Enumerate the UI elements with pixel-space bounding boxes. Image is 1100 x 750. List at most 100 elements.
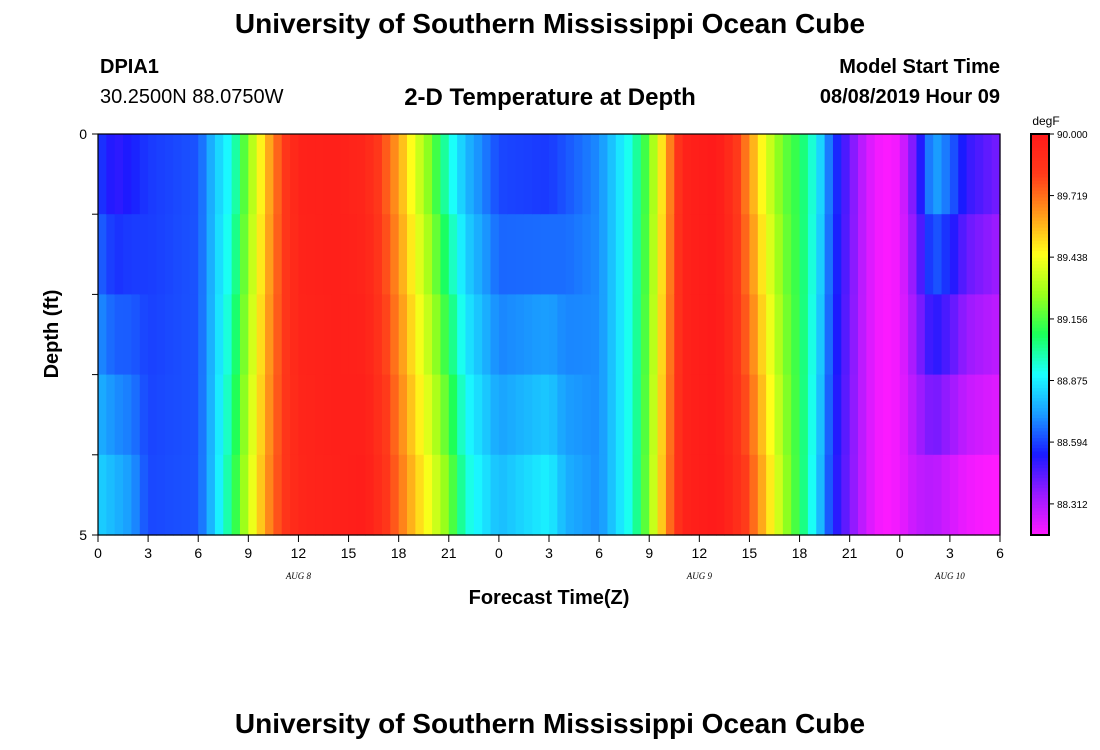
heatmap-cell	[256, 214, 266, 295]
heatmap-cell	[741, 374, 751, 456]
heatmap-cell	[824, 134, 834, 215]
heatmap-cell	[98, 374, 107, 456]
colorbar-segment	[1031, 524, 1049, 529]
heatmap-cell	[682, 374, 692, 456]
heatmap-cell	[131, 454, 141, 536]
heatmap-cell	[807, 134, 817, 215]
heatmap-cell	[858, 134, 867, 215]
colorbar-segment	[1031, 424, 1049, 429]
heatmap-cell	[891, 454, 901, 536]
heatmap-cell	[498, 374, 508, 456]
heatmap-cell	[131, 214, 141, 295]
heatmap-cell	[340, 214, 350, 295]
heatmap-cell	[924, 134, 934, 215]
heatmap-cell	[958, 134, 968, 215]
heatmap-cell	[574, 294, 584, 376]
colorbar-segment	[1031, 491, 1049, 496]
heatmap-cell	[306, 454, 316, 536]
colorbar-segment	[1031, 488, 1049, 493]
heatmap-cell	[398, 374, 408, 456]
heatmap-cell	[741, 454, 751, 536]
heatmap-cell	[482, 214, 492, 295]
heatmap-cell	[991, 214, 1001, 295]
heatmap-cell	[239, 294, 249, 376]
heatmap-cell	[741, 134, 751, 215]
heatmap-cell	[741, 214, 751, 295]
heatmap-cell	[832, 374, 842, 456]
heatmap-cell	[791, 454, 801, 536]
heatmap-cell	[966, 134, 976, 215]
heatmap-cell	[498, 134, 508, 215]
heatmap-cell	[841, 294, 851, 376]
heatmap-cell	[223, 294, 233, 376]
heatmap-cell	[707, 214, 717, 295]
colorbar-segment	[1031, 267, 1049, 272]
colorbar-segment	[1031, 170, 1049, 175]
heatmap-cell	[131, 294, 141, 376]
heatmap-cell	[557, 454, 567, 536]
heatmap-cell	[891, 134, 901, 215]
heatmap-cell	[766, 454, 776, 536]
colorbar-segment	[1031, 387, 1049, 392]
heatmap-cell	[582, 214, 592, 295]
colorbar-segment	[1031, 498, 1049, 503]
heatmap-cell	[933, 134, 943, 215]
heatmap-cell	[599, 374, 609, 456]
colorbar-segment	[1031, 147, 1049, 152]
heatmap-cell	[214, 294, 224, 376]
heatmap-cell	[632, 134, 642, 215]
x-tick-label: 21	[842, 545, 858, 561]
heatmap-cell	[858, 214, 867, 295]
heatmap-cell	[239, 214, 249, 295]
heatmap-cell	[348, 294, 358, 376]
heatmap-cell	[540, 374, 550, 456]
heatmap-cell	[323, 374, 333, 456]
heatmap-cell	[223, 374, 233, 456]
heatmap-cell	[799, 374, 809, 456]
x-tick-label: 9	[645, 545, 653, 561]
heatmap-cell	[908, 214, 918, 295]
heatmap-cell	[991, 134, 1001, 215]
heatmap-cell	[164, 214, 174, 295]
heatmap-cell	[883, 454, 893, 536]
colorbar-segment	[1031, 434, 1049, 439]
heatmap-cell	[549, 214, 558, 295]
heatmap-cell	[348, 214, 358, 295]
heatmap-cell	[732, 454, 742, 536]
heatmap-cell	[749, 134, 759, 215]
heatmap-cell	[306, 214, 316, 295]
colorbar-segment	[1031, 217, 1049, 222]
heatmap-cell	[473, 374, 483, 456]
heatmap-cell	[407, 214, 416, 295]
heatmap-cell	[749, 454, 759, 536]
heatmap-cell	[298, 374, 308, 456]
heatmap-cell	[640, 214, 650, 295]
colorbar-segment	[1031, 351, 1049, 356]
heatmap-cell	[156, 294, 166, 376]
colorbar-segment	[1031, 408, 1049, 412]
heatmap-cell	[549, 134, 558, 215]
heatmap-cell	[290, 454, 300, 536]
heatmap-cell	[298, 134, 308, 215]
heatmap-cell	[649, 134, 659, 215]
heatmap-cell	[599, 294, 609, 376]
heatmap-cell	[407, 134, 416, 215]
heatmap-cell	[549, 294, 558, 376]
heatmap-cell	[265, 374, 274, 456]
heatmap-cell	[540, 294, 550, 376]
heatmap-cell	[348, 374, 358, 456]
heatmap-cell	[699, 294, 709, 376]
heatmap-cell	[774, 294, 784, 376]
heatmap-cell	[649, 374, 659, 456]
heatmap-cell	[323, 214, 333, 295]
heatmap-cell	[682, 214, 692, 295]
colorbar-segment	[1031, 478, 1049, 483]
heatmap-cell	[949, 454, 959, 536]
heatmap-cell	[139, 134, 149, 215]
heatmap-cell	[148, 294, 158, 376]
heatmap-cell	[490, 374, 500, 456]
colorbar-segment	[1031, 237, 1049, 242]
heatmap-cell	[807, 294, 817, 376]
heatmap-cell	[774, 214, 784, 295]
